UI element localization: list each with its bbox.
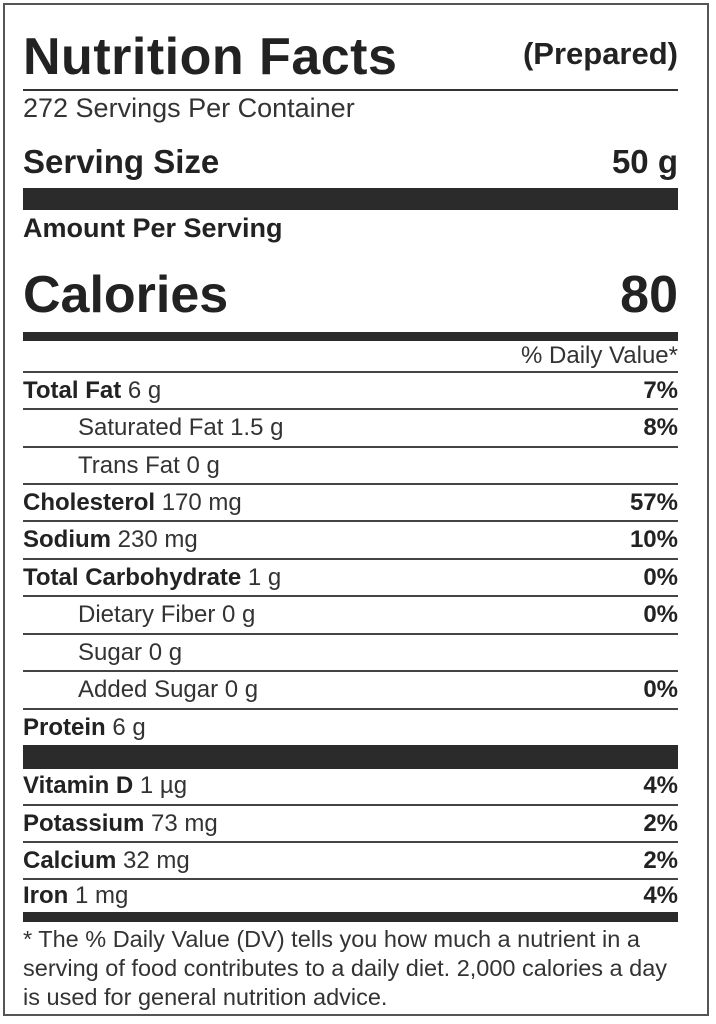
label-subtitle: (Prepared) — [522, 36, 678, 71]
nutrient-row-trans-fat: Trans Fat 0 g — [23, 446, 678, 483]
nutrient-name: Total Fat — [23, 376, 122, 404]
nutrient-name: Sodium — [23, 525, 111, 553]
vitamin-name: Calcium — [23, 846, 117, 874]
vitamin-dv: 4% — [643, 771, 678, 799]
nutrient-name: Protein — [23, 713, 106, 741]
nutrient-row-added-sugar: Added Sugar 0 g 0% — [23, 670, 678, 707]
nutrient-name: Trans Fat 0 g — [78, 451, 220, 479]
nutrient-dv: 57% — [629, 488, 678, 516]
nutrient-amount: 230 mg — [111, 525, 198, 553]
nutrient-row-total-carbohydrate: Total Carbohydrate 1 g 0% — [23, 558, 678, 595]
calories-label: Calories — [23, 266, 229, 324]
nutrient-amount: 170 mg — [155, 488, 242, 516]
vitamin-dv: 2% — [643, 846, 678, 874]
thick-divider — [23, 745, 678, 769]
medium-divider — [23, 332, 678, 341]
calories-row: Calories 80 — [23, 260, 678, 330]
amount-per-serving: Amount Per Serving — [23, 213, 283, 243]
divider — [23, 89, 678, 91]
nutrition-label-content: Nutrition Facts (Prepared) 272 Servings … — [23, 5, 678, 1014]
nutrient-row-saturated-fat: Saturated Fat 1.5 g 8% — [23, 408, 678, 445]
nutrient-row-dietary-fiber: Dietary Fiber 0 g 0% — [23, 595, 678, 632]
vitamin-amount: 73 mg — [144, 809, 218, 837]
nutrient-amount: 6 g — [105, 713, 146, 741]
vitamin-name: Vitamin D — [23, 771, 134, 799]
vitamin-row-vitamin-d: Vitamin D 1 µg 4% — [23, 767, 678, 804]
label-title: Nutrition Facts — [23, 28, 398, 86]
nutrient-row-protein: Protein 6 g — [23, 708, 678, 745]
nutrient-row-cholesterol: Cholesterol 170 mg 57% — [23, 483, 678, 520]
vitamin-amount: 32 mg — [116, 846, 190, 874]
nutrient-dv: 0% — [643, 563, 678, 591]
calories-value: 80 — [620, 266, 678, 324]
footer-divider — [23, 912, 678, 922]
footnote: * The % Daily Value (DV) tells you how m… — [23, 926, 668, 1010]
nutrient-name: Saturated Fat 1.5 g — [78, 413, 284, 441]
nutrient-amount: 6 g — [121, 376, 162, 404]
nutrient-dv: 7% — [643, 376, 678, 404]
nutrition-label: Nutrition Facts (Prepared) 272 Servings … — [3, 3, 709, 1016]
servings-per-container: 272 Servings Per Container — [23, 93, 355, 123]
nutrient-name: Cholesterol — [23, 488, 156, 516]
nutrient-dv: 0% — [643, 600, 678, 628]
nutrient-row-sugar: Sugar 0 g — [23, 633, 678, 670]
vitamin-row-iron: Iron 1 mg 4% — [23, 878, 678, 912]
title-row: Nutrition Facts (Prepared) — [23, 13, 678, 83]
thick-divider — [23, 188, 678, 210]
nutrient-dv: 10% — [629, 525, 678, 553]
nutrient-name: Total Carbohydrate — [23, 563, 242, 591]
vitamin-row-calcium: Calcium 32 mg 2% — [23, 841, 678, 878]
nutrient-dv: 0% — [643, 675, 678, 703]
vitamin-dv: 2% — [643, 809, 678, 837]
vitamin-dv: 4% — [643, 882, 678, 909]
serving-size-row: Serving Size 50 g — [23, 140, 678, 184]
nutrient-row-total-fat: Total Fat 6 g 7% — [23, 371, 678, 408]
nutrient-amount: 1 g — [241, 563, 282, 591]
vitamin-name: Potassium — [23, 809, 145, 837]
nutrient-name: Added Sugar 0 g — [78, 675, 259, 703]
nutrient-name: Sugar 0 g — [78, 638, 183, 666]
vitamin-amount: 1 µg — [133, 771, 188, 799]
serving-size-value: 50 g — [611, 143, 678, 180]
nutrient-name: Dietary Fiber 0 g — [78, 600, 256, 628]
vitamin-row-potassium: Potassium 73 mg 2% — [23, 804, 678, 841]
serving-size-label: Serving Size — [23, 143, 220, 180]
vitamin-amount: 1 mg — [68, 882, 129, 909]
nutrient-row-sodium: Sodium 230 mg 10% — [23, 520, 678, 557]
vitamin-name: Iron — [23, 882, 69, 909]
nutrient-dv: 8% — [643, 413, 678, 441]
daily-value-header: % Daily Value* — [521, 342, 678, 369]
